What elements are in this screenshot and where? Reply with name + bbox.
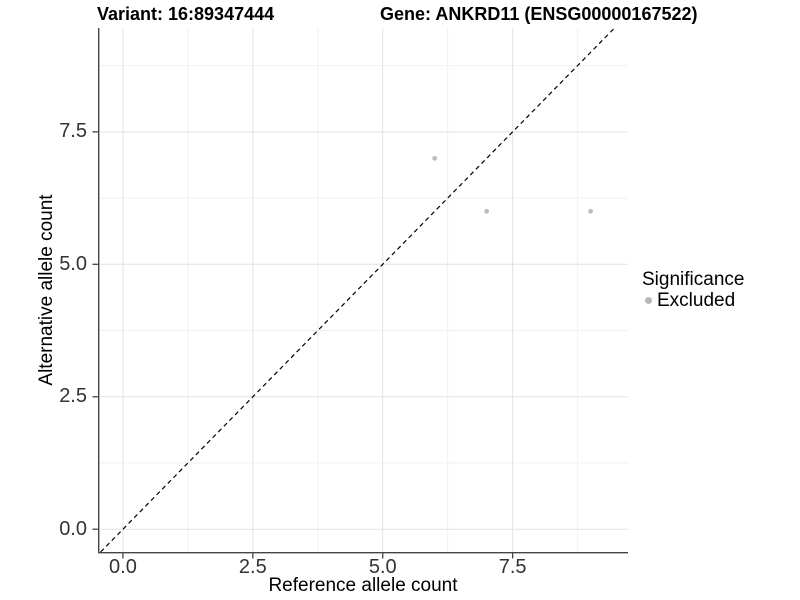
y-axis-title: Alternative allele count xyxy=(36,194,57,386)
legend-items: Excluded xyxy=(642,290,744,311)
plot-title-gene: Gene: ANKRD11 (ENSG00000167522) xyxy=(380,4,698,24)
x-tick-label: 5.0 xyxy=(368,556,397,578)
plot-title-variant: Variant: 16:89347444 xyxy=(97,4,275,24)
legend-title: Significance xyxy=(642,269,745,290)
legend-item: Excluded xyxy=(642,290,744,311)
data-point xyxy=(484,208,490,214)
identity-line xyxy=(100,27,615,553)
y-tick-label: 7.5 xyxy=(59,120,87,142)
legend: Significance Excluded xyxy=(642,269,744,311)
legend-key-point-icon xyxy=(645,297,652,304)
plot-panel xyxy=(92,27,628,559)
data-point xyxy=(432,155,438,161)
y-tick-label: 5.0 xyxy=(59,253,87,275)
x-tick-label: 2.5 xyxy=(238,556,267,578)
y-tick-label: 2.5 xyxy=(59,385,87,407)
data-point xyxy=(588,208,593,214)
x-axis-title: Reference allele count xyxy=(268,575,458,596)
x-tick-label: 7.5 xyxy=(498,556,527,578)
legend-item-label: Excluded xyxy=(657,290,736,311)
y-tick-label: 0.0 xyxy=(59,518,87,540)
x-tick-label: 0.0 xyxy=(109,556,137,578)
